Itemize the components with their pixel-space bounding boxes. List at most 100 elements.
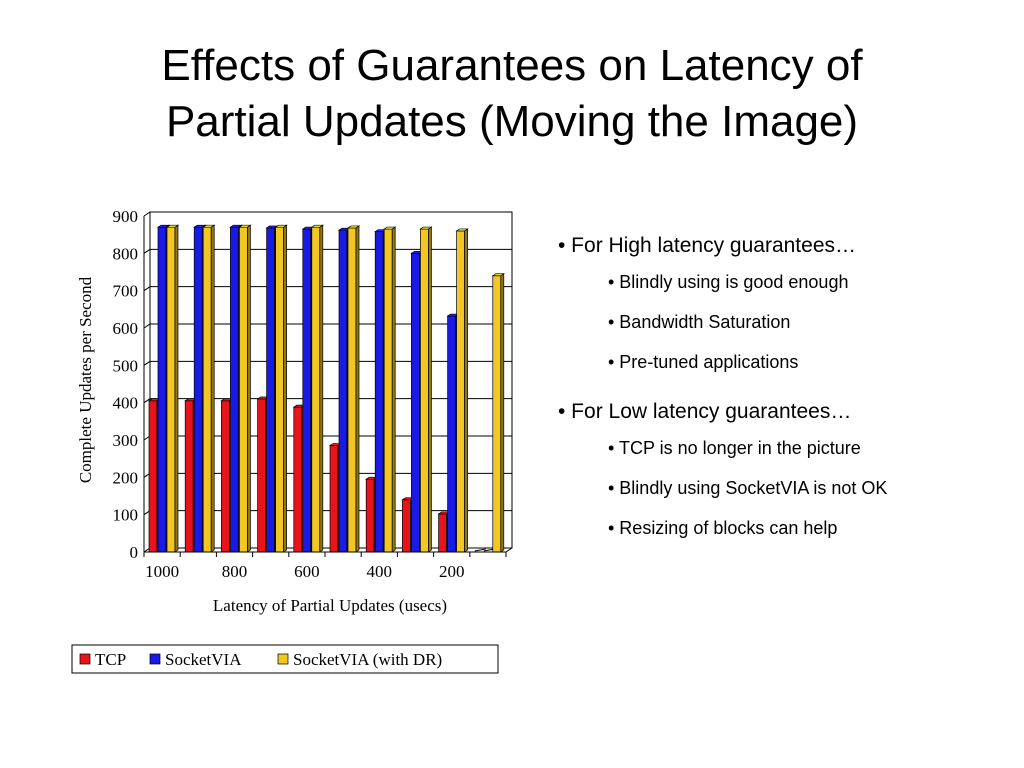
bar-top	[346, 225, 361, 229]
bar-front	[374, 231, 384, 553]
floor-edge	[505, 547, 513, 553]
y-tick-label: 900	[113, 207, 139, 226]
bar-top	[229, 224, 243, 228]
bar-socketvia-with-dr-800	[238, 224, 252, 553]
bar-side	[319, 224, 324, 553]
bar-front	[157, 226, 167, 553]
x-tick-label: 1000	[145, 562, 179, 581]
legend-swatch	[277, 653, 289, 665]
legend-label: TCP	[95, 650, 126, 669]
bar-front	[383, 228, 393, 553]
slide-title-line-1: Effects of Guarantees on Latency of	[161, 41, 863, 90]
bar-front	[184, 400, 194, 553]
bar-side	[283, 224, 287, 553]
x-tick-label: 600	[294, 562, 320, 581]
bar-side	[464, 228, 468, 553]
bar-side	[500, 273, 505, 553]
sub-bullet: • TCP is no longer in the picture	[608, 438, 861, 458]
sub-bullet: • Blindly using SocketVIA is not OK	[608, 478, 888, 498]
bar-socketvia-with-dr-500	[346, 225, 361, 553]
bullet-group-low: • For Low latency guarantees… • TCP is n…	[558, 396, 998, 548]
bar-front	[402, 499, 411, 553]
bar-side	[174, 224, 179, 553]
bar-front	[438, 513, 447, 553]
bar-front	[311, 226, 321, 553]
bar-front	[447, 315, 456, 553]
x-tick-label: 200	[439, 562, 465, 581]
bar-socketvia-with-dr-200	[455, 228, 469, 553]
sub-bullet: • Pre-tuned applications	[608, 352, 799, 372]
bar-top	[274, 224, 288, 228]
chart-axes: 0 100 200 300 400 500 600 700 800 900 1000 800 600 40…	[113, 207, 513, 581]
bar-side	[391, 226, 396, 553]
bar-front	[492, 275, 502, 553]
y-tick-label: 200	[113, 468, 139, 487]
sub-bullet: • Resizing of blocks can help	[608, 518, 838, 538]
gridline-depth	[143, 360, 151, 366]
slide-title: Effects of Guarantees on Latency of Part…	[40, 38, 984, 150]
bar-top	[202, 224, 216, 228]
bullet-list: • For High latency guarantees… • Blindly…	[558, 230, 998, 562]
bar-socketvia-with-dr-100	[491, 273, 505, 553]
sub-bullet: • Blindly using is good enough	[608, 272, 849, 292]
bullet-group-high: • For High latency guarantees… • Blindly…	[558, 230, 998, 382]
gridline-depth	[143, 323, 151, 329]
bar-socketvia-with-dr-600	[310, 224, 324, 553]
bar-side	[355, 225, 360, 553]
bar-socketvia-with-dr-1000	[165, 224, 180, 553]
bar-front	[293, 406, 303, 553]
y-tick-label: 700	[113, 282, 139, 301]
bar-side	[428, 226, 432, 553]
bar-front	[257, 398, 266, 553]
bar-top	[383, 226, 397, 230]
y-tick-label: 300	[113, 431, 139, 450]
y-tick-label: 0	[130, 543, 139, 562]
chart-bars	[147, 224, 505, 553]
sub-bullet: • Bandwidth Saturation	[608, 312, 791, 332]
bar-socketvia-with-dr-300	[419, 226, 433, 553]
legend-label: SocketVIA	[165, 650, 242, 669]
gridline-depth	[143, 286, 151, 292]
bar-front	[420, 228, 429, 553]
y-tick-label: 500	[113, 356, 139, 375]
slide-title-line-2: Partial Updates (Moving the Image)	[165, 97, 859, 146]
x-tick-label: 400	[367, 562, 393, 581]
bar-front	[456, 230, 465, 553]
bar-top	[193, 224, 207, 228]
y-tick-label: 800	[113, 244, 139, 263]
bar-front	[338, 229, 348, 553]
bar-zero	[474, 548, 486, 552]
bar-socketvia-with-dr-900	[202, 224, 216, 553]
bullet-low-latency: • For Low latency guarantees…	[558, 400, 852, 423]
bar-front	[275, 226, 284, 553]
bar-socketvia-with-dr-700	[274, 224, 288, 553]
y-tick-label: 600	[113, 319, 139, 338]
bar-top	[310, 224, 324, 228]
bar-front	[365, 478, 375, 553]
bar-front	[202, 226, 212, 553]
bar-side	[247, 224, 251, 553]
gridline-depth	[143, 211, 151, 217]
legend-swatch	[149, 653, 161, 665]
bar-front	[148, 400, 158, 553]
bar-top	[455, 228, 469, 232]
gridline-depth	[143, 248, 151, 254]
bar-front	[411, 252, 420, 553]
legend-label: SocketVIA (with DR)	[293, 650, 442, 669]
legend-swatch	[79, 653, 91, 665]
bar-top	[419, 226, 433, 230]
x-axis-title: Latency of Partial Updates (usecs)	[213, 596, 447, 615]
y-tick-label: 400	[113, 394, 139, 413]
bar-front	[166, 226, 176, 553]
y-tick-label: 100	[113, 506, 139, 525]
bullet-high-latency: • For High latency guarantees…	[558, 234, 856, 257]
gridline-depth	[143, 398, 151, 404]
bar-front	[329, 445, 339, 553]
y-axis-title: Complete Updates per Second	[76, 276, 95, 483]
bar-side	[210, 224, 215, 553]
bar-socketvia-with-dr-400	[383, 226, 397, 553]
bar-top	[165, 224, 180, 228]
bar-front	[230, 226, 239, 553]
bar-front	[221, 400, 230, 553]
